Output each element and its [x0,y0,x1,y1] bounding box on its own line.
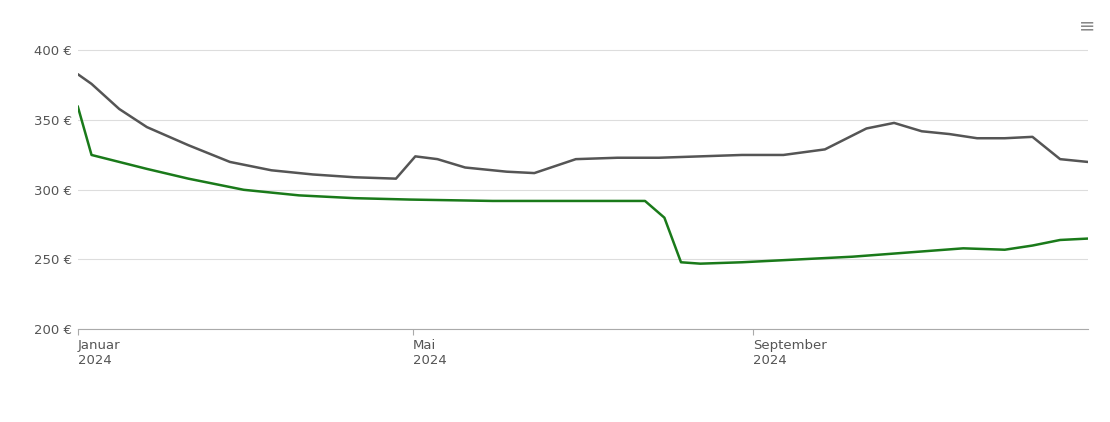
Sackware [887,120,900,125]
Legend: lose Ware, Sackware: lose Ware, Sackware [462,420,704,422]
lose Ware [238,187,251,192]
lose Ware [1053,238,1067,243]
Sackware [1053,157,1067,162]
Sackware [653,155,666,160]
Sackware [1081,160,1094,165]
lose Ware [694,261,707,266]
Sackware [970,136,983,141]
Sackware [458,165,472,170]
Sackware [431,157,444,162]
Sackware [140,124,153,130]
Sackware [942,132,956,137]
lose Ware [1026,243,1039,248]
Line: Sackware: Sackware [78,74,1088,179]
lose Ware [998,247,1011,252]
Text: ≡: ≡ [1079,17,1096,36]
lose Ware [403,197,416,202]
Sackware [1026,134,1039,139]
lose Ware [846,254,859,259]
Sackware [610,155,624,160]
lose Ware [112,160,125,165]
lose Ware [486,198,500,203]
lose Ware [901,250,915,255]
Sackware [182,143,195,148]
lose Ware [675,260,688,265]
lose Ware [735,260,748,265]
lose Ware [658,215,672,220]
lose Ware [84,152,98,157]
lose Ware [569,198,583,203]
lose Ware [71,104,84,109]
Sackware [408,154,422,159]
Sackware [223,160,236,165]
Sackware [860,126,874,131]
Sackware [306,172,320,177]
Line: lose Ware: lose Ware [78,106,1088,264]
Sackware [265,168,279,173]
Sackware [500,169,513,174]
lose Ware [140,166,153,171]
Sackware [915,129,928,134]
lose Ware [292,193,305,198]
Sackware [112,106,125,111]
lose Ware [957,246,970,251]
Sackware [735,152,748,157]
Sackware [71,72,84,77]
Sackware [998,136,1011,141]
Sackware [347,175,361,180]
lose Ware [790,257,804,262]
Sackware [390,176,403,181]
Sackware [818,147,831,152]
Sackware [777,152,790,157]
Sackware [527,170,541,176]
lose Ware [182,176,195,181]
Sackware [569,157,583,162]
Sackware [84,81,98,87]
lose Ware [347,196,361,201]
lose Ware [1081,236,1094,241]
lose Ware [638,198,652,203]
Sackware [694,154,707,159]
